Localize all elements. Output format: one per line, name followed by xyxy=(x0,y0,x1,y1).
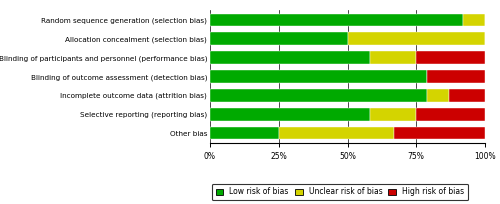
Legend: Low risk of bias, Unclear risk of bias, High risk of bias: Low risk of bias, Unclear risk of bias, … xyxy=(212,184,468,200)
Bar xyxy=(370,51,416,64)
Bar xyxy=(279,127,394,140)
Bar xyxy=(427,70,485,83)
Bar xyxy=(394,127,485,140)
Bar xyxy=(210,89,427,102)
Bar xyxy=(210,32,348,45)
Bar xyxy=(416,108,485,121)
Bar xyxy=(370,108,416,121)
Bar xyxy=(348,32,485,45)
Bar xyxy=(210,13,463,26)
Bar xyxy=(210,70,427,83)
Bar xyxy=(449,89,485,102)
Bar xyxy=(210,127,279,140)
Bar xyxy=(210,51,370,64)
Bar xyxy=(416,51,485,64)
Bar xyxy=(210,108,370,121)
Bar xyxy=(427,89,449,102)
Bar xyxy=(463,13,485,26)
